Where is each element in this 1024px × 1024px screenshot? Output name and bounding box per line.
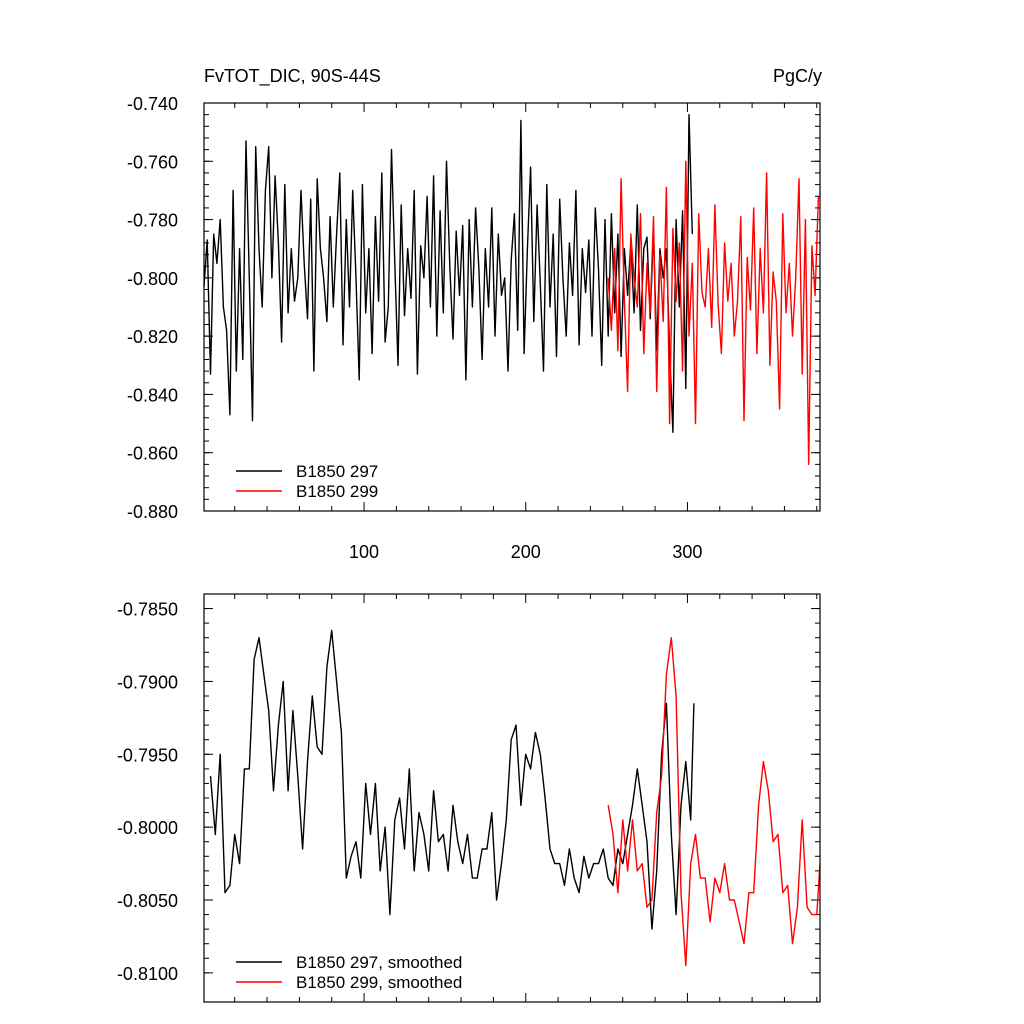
bottom-plot-frame	[203, 593, 821, 1003]
series-line-b1850-297-smoothed	[209, 629, 695, 930]
bottom-legend: B1850 297, smoothed B1850 299, smoothed	[236, 953, 462, 992]
x-tick-label: 100	[349, 542, 379, 562]
legend-label-b1850-299: B1850 299	[296, 482, 378, 501]
legend-label-b1850-299-smoothed: B1850 299, smoothed	[296, 973, 462, 992]
y-tick-label: -0.8100	[117, 964, 178, 984]
legend-label-b1850-297: B1850 297	[296, 462, 378, 481]
bottom-panel: -0.7850 -0.7900 -0.7950 -0.8000 -0.8050 -0.81…	[117, 593, 821, 1003]
y-tick-label: -0.7950	[117, 745, 178, 765]
y-tick-label: -0.740	[127, 94, 178, 114]
y-tick-label: -0.7900	[117, 672, 178, 692]
legend-label-b1850-297-smoothed: B1850 297, smoothed	[296, 953, 462, 972]
top-plot-frame	[203, 102, 821, 512]
y-tick-label: -0.780	[127, 211, 178, 231]
top-legend: B1850 297 B1850 299	[236, 462, 378, 501]
y-tick-label: -0.860	[127, 444, 178, 464]
top-panel: FvTOT_DIC, 90S-44S PgC/y -0.740 -0.760 -0.…	[127, 66, 822, 562]
y-tick-label: -0.760	[127, 152, 178, 172]
top-panel-units: PgC/y	[773, 66, 822, 86]
y-tick-label: -0.8050	[117, 891, 178, 911]
x-tick-label: 200	[511, 542, 541, 562]
top-panel-title: FvTOT_DIC, 90S-44S	[204, 66, 381, 87]
series-line-b1850-297	[203, 113, 693, 433]
x-tick-label: 300	[672, 542, 702, 562]
y-tick-label: -0.8000	[117, 818, 178, 838]
y-tick-label: -0.840	[127, 385, 178, 405]
y-tick-label: -0.800	[127, 269, 178, 289]
y-tick-label: -0.7850	[117, 600, 178, 620]
series-line-b1850-299	[607, 160, 820, 466]
series-line-b1850-299-smoothed	[607, 637, 821, 967]
y-tick-label: -0.820	[127, 327, 178, 347]
y-tick-label: -0.880	[127, 502, 178, 522]
